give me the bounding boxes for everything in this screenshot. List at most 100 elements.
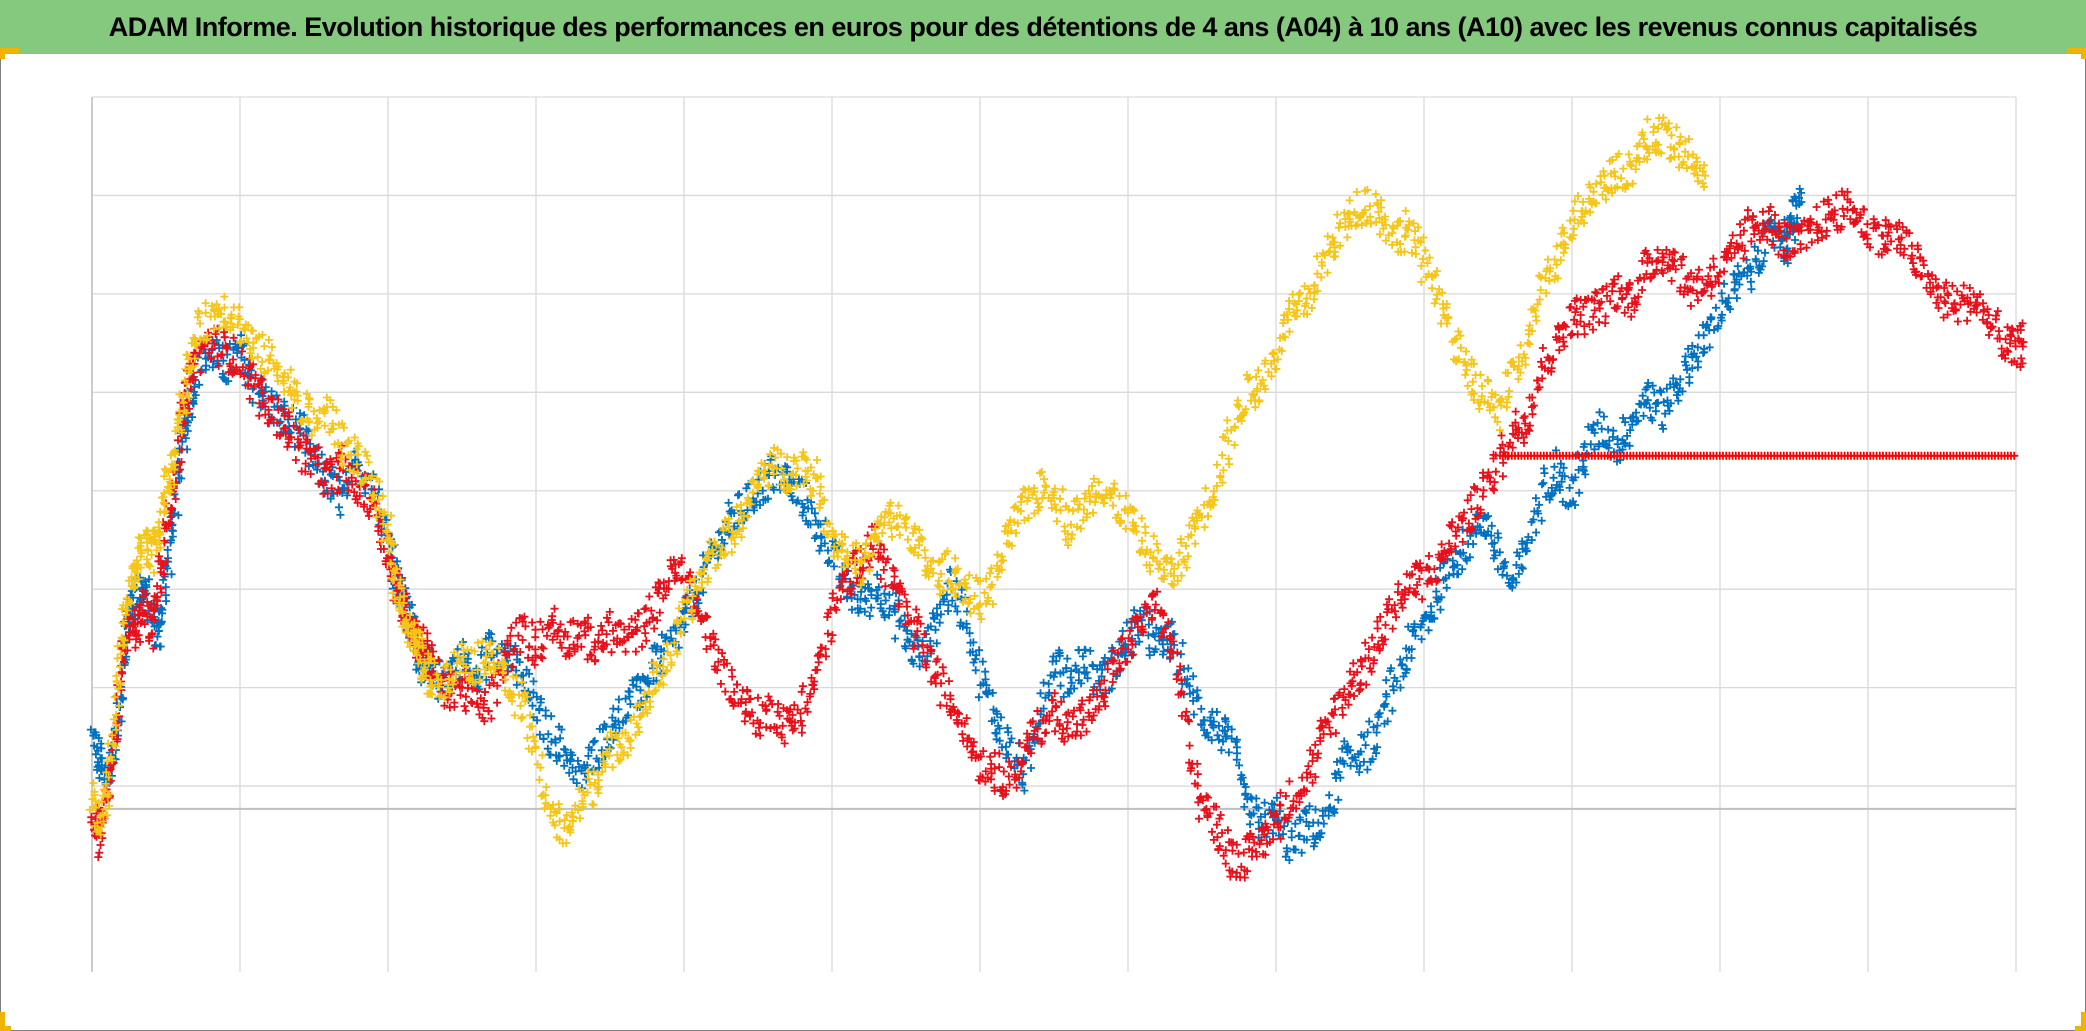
data-point (597, 746, 606, 755)
data-point (195, 380, 204, 389)
data-point (1336, 773, 1345, 782)
data-point (211, 330, 220, 338)
data-point (304, 427, 313, 436)
data-point (568, 751, 577, 760)
data-point (1680, 357, 1689, 366)
data-point (566, 757, 574, 766)
data-point (995, 724, 1004, 733)
data-point (802, 516, 811, 525)
series-2-markers (87, 187, 2028, 882)
data-point (1410, 620, 1419, 629)
data-point (301, 459, 310, 468)
data-point (310, 444, 319, 453)
data-point (901, 644, 910, 653)
data-point (230, 368, 239, 377)
data-point (1626, 426, 1635, 435)
data-point (1027, 764, 1035, 772)
data-point (909, 659, 918, 668)
data-point (1538, 480, 1546, 489)
data-point (376, 538, 384, 546)
data-point (323, 489, 332, 498)
data-point (1730, 285, 1739, 294)
data-point (1383, 717, 1392, 726)
data-point (218, 350, 227, 359)
data-point (1334, 768, 1343, 776)
data-point (584, 743, 593, 752)
data-point (296, 409, 304, 418)
data-point (1783, 259, 1792, 268)
data-point (117, 717, 126, 726)
data-point (1656, 386, 1664, 395)
data-point (143, 597, 152, 606)
data-point (1363, 728, 1372, 737)
data-point (905, 637, 914, 646)
data-point (229, 333, 238, 342)
data-point (1604, 425, 1613, 434)
data-point (572, 779, 581, 788)
data-point (1411, 631, 1420, 640)
data-point (267, 413, 276, 422)
data-point (981, 667, 990, 676)
data-point (1036, 689, 1045, 698)
data-point (220, 333, 229, 342)
data-point (1609, 426, 1618, 435)
data-point (1487, 531, 1496, 540)
data-point (1586, 440, 1595, 449)
data-point (972, 651, 981, 660)
data-point (1192, 694, 1201, 703)
data-point (1643, 396, 1652, 405)
data-point (953, 607, 962, 616)
data-point (1442, 583, 1451, 592)
data-point (140, 609, 149, 618)
data-point (351, 477, 360, 486)
data-point (258, 375, 267, 384)
data-point (1484, 527, 1493, 536)
data-point (1448, 556, 1457, 565)
data-point (1514, 569, 1523, 578)
data-point (1571, 473, 1580, 482)
data-point (1693, 343, 1702, 352)
data-point (1301, 806, 1310, 815)
data-point (156, 642, 165, 651)
data-point (157, 617, 166, 626)
data-point (1430, 614, 1439, 623)
data-point (1189, 672, 1198, 681)
data-point (1197, 704, 1206, 713)
data-point (282, 429, 290, 438)
data-point (590, 736, 599, 745)
data-point (799, 508, 807, 517)
data-point (1641, 385, 1650, 394)
data-point (177, 474, 186, 483)
data-point (136, 637, 145, 646)
data-point (1007, 734, 1016, 743)
data-point (1688, 364, 1697, 373)
data-point (525, 669, 534, 678)
data-point (1398, 660, 1407, 669)
data-point (810, 509, 819, 518)
data-point (311, 452, 319, 461)
data-point (419, 623, 428, 632)
data-point (1759, 257, 1768, 266)
data-point (153, 597, 162, 605)
data-point (1241, 783, 1250, 791)
data-point (1059, 692, 1068, 701)
data-point (988, 688, 997, 697)
data-point (1761, 248, 1769, 257)
data-point (885, 590, 894, 599)
data-point (1368, 755, 1377, 764)
data-point (1518, 564, 1527, 573)
data-point (861, 583, 870, 592)
data-point (96, 841, 105, 849)
data-point (1740, 268, 1749, 277)
data-point (1693, 363, 1702, 372)
data-point (130, 606, 139, 615)
data-point (220, 374, 229, 383)
data-point (815, 546, 824, 555)
data-point (1121, 640, 1130, 649)
data-point (1666, 399, 1675, 408)
data-point (948, 596, 957, 605)
data-point (993, 709, 1001, 718)
data-point (1424, 626, 1433, 635)
data-point (632, 674, 641, 683)
data-point (1659, 424, 1668, 433)
